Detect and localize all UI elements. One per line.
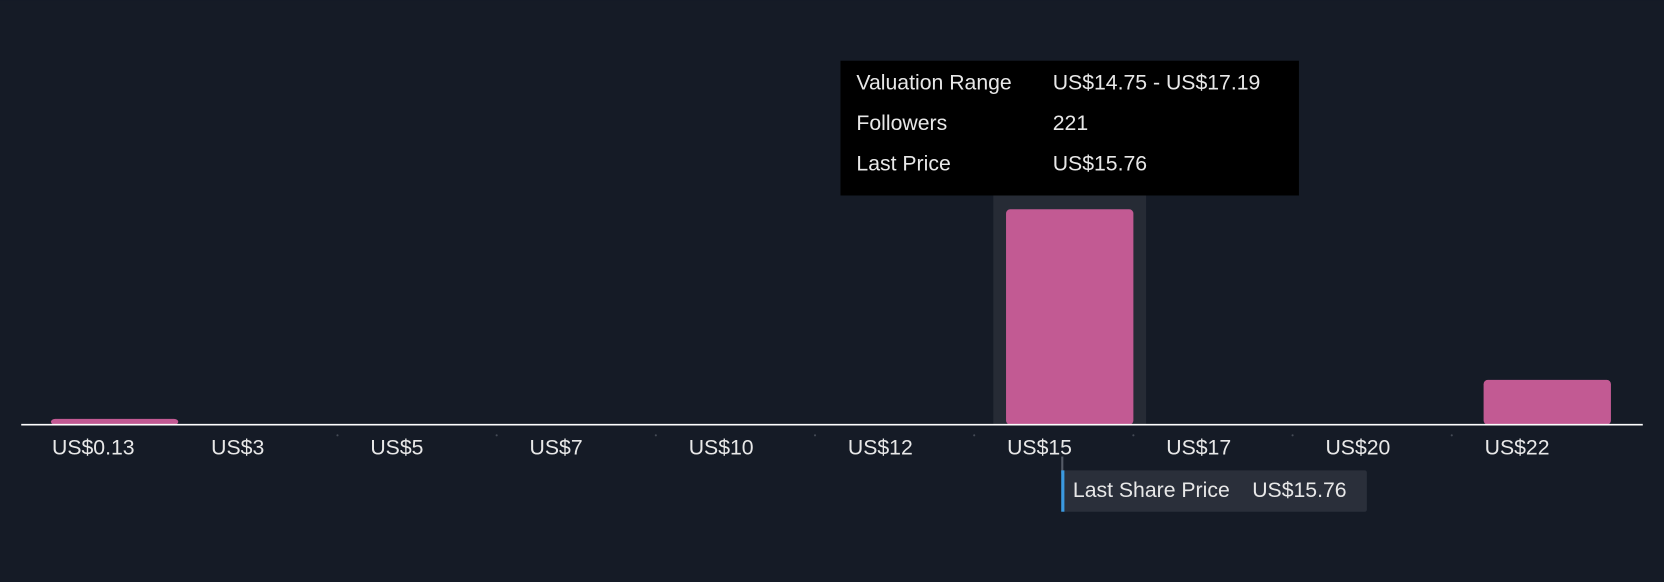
tick-dot xyxy=(495,434,498,437)
x-tick-label: US$12 xyxy=(848,437,913,460)
marker-value: US$15.76 xyxy=(1252,479,1346,502)
tick-dot xyxy=(973,434,976,437)
tooltip-label: Last Price xyxy=(856,152,950,175)
tick-dot xyxy=(336,434,339,437)
tooltip-value: 221 xyxy=(1053,112,1088,135)
x-tick-label: US$7 xyxy=(530,437,583,460)
tick-dot xyxy=(654,434,657,437)
tick-dot xyxy=(1132,434,1135,437)
marker-label: Last Share Price xyxy=(1073,479,1230,502)
bar xyxy=(1483,379,1611,425)
x-tick-label: US$10 xyxy=(689,437,754,460)
tooltip-label: Valuation Range xyxy=(856,72,1011,95)
x-tick-label: US$17 xyxy=(1166,437,1231,460)
x-tick-label: US$22 xyxy=(1485,437,1550,460)
x-tick-label: US$20 xyxy=(1325,437,1390,460)
marker-accent xyxy=(1061,470,1065,512)
tick-dot xyxy=(1291,434,1294,437)
bar xyxy=(50,418,179,425)
x-tick-label: US$5 xyxy=(370,437,423,460)
tick-dot xyxy=(1450,434,1453,437)
x-tick-label: US$15 xyxy=(1007,437,1072,460)
marker-box xyxy=(1062,470,1367,512)
bar xyxy=(1006,209,1134,425)
tooltip-box xyxy=(840,60,1299,196)
tick-dot xyxy=(813,434,817,437)
tooltip-label: Followers xyxy=(856,112,947,135)
x-tick-label: US$0.13 xyxy=(52,437,135,460)
tooltip-value: US$15.76 xyxy=(1053,152,1147,175)
x-tick-label: US$3 xyxy=(211,437,264,460)
tooltip-value: US$14.75 - US$17.19 xyxy=(1053,72,1261,95)
